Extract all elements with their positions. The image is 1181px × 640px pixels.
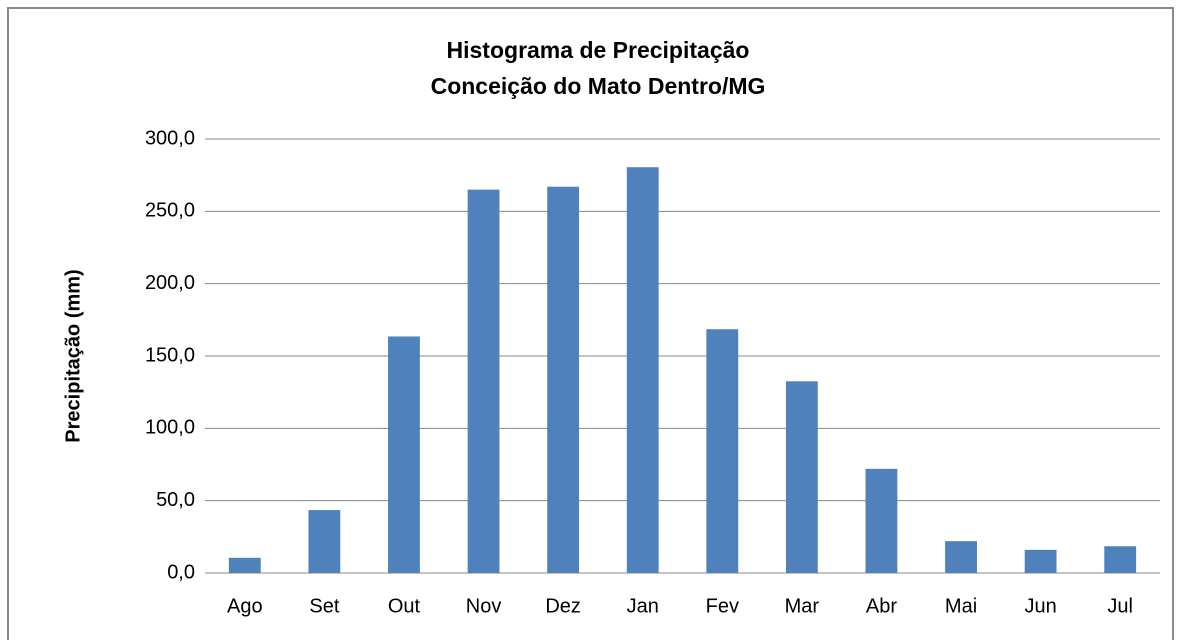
y-tick-label: 250,0: [145, 200, 195, 222]
bar: [1104, 546, 1137, 573]
x-tick-label: Mar: [785, 595, 820, 617]
y-tick-label: 200,0: [145, 272, 195, 294]
bar: [865, 468, 898, 573]
x-tick-label: Jul: [1107, 595, 1133, 617]
x-tick-label: Fev: [706, 595, 739, 617]
bar: [785, 381, 818, 573]
chart-frame: [7, 7, 1174, 640]
x-tick-label: Jun: [1025, 595, 1057, 617]
y-tick-label: 300,0: [145, 127, 195, 149]
bar: [706, 329, 739, 573]
chart-subtitle: Conceição do Mato Dentro/MG: [431, 73, 766, 99]
bar: [1024, 549, 1057, 573]
x-tick-label: Jan: [627, 595, 659, 617]
bar: [547, 186, 580, 574]
bar: [467, 189, 500, 573]
x-tick-label: Ago: [227, 595, 263, 617]
y-tick-label: 100,0: [145, 417, 195, 439]
y-tick-label: 50,0: [156, 489, 195, 511]
y-axis-label: Precipitação (mm): [62, 269, 84, 442]
bar: [388, 336, 420, 573]
y-tick-label: 0,0: [167, 561, 195, 583]
x-tick-label: Dez: [545, 595, 581, 617]
x-tick-label: Out: [388, 595, 421, 617]
bar: [945, 541, 977, 573]
x-tick-label: Set: [309, 595, 339, 617]
bar: [308, 510, 341, 573]
x-tick-label: Mai: [945, 595, 977, 617]
x-tick-label: Nov: [466, 595, 502, 617]
x-tick-label: Abr: [866, 595, 897, 617]
bar: [626, 167, 659, 573]
bar: [228, 557, 261, 573]
chart-title: Histograma de Precipitação: [447, 37, 750, 63]
y-tick-label: 150,0: [145, 344, 195, 366]
